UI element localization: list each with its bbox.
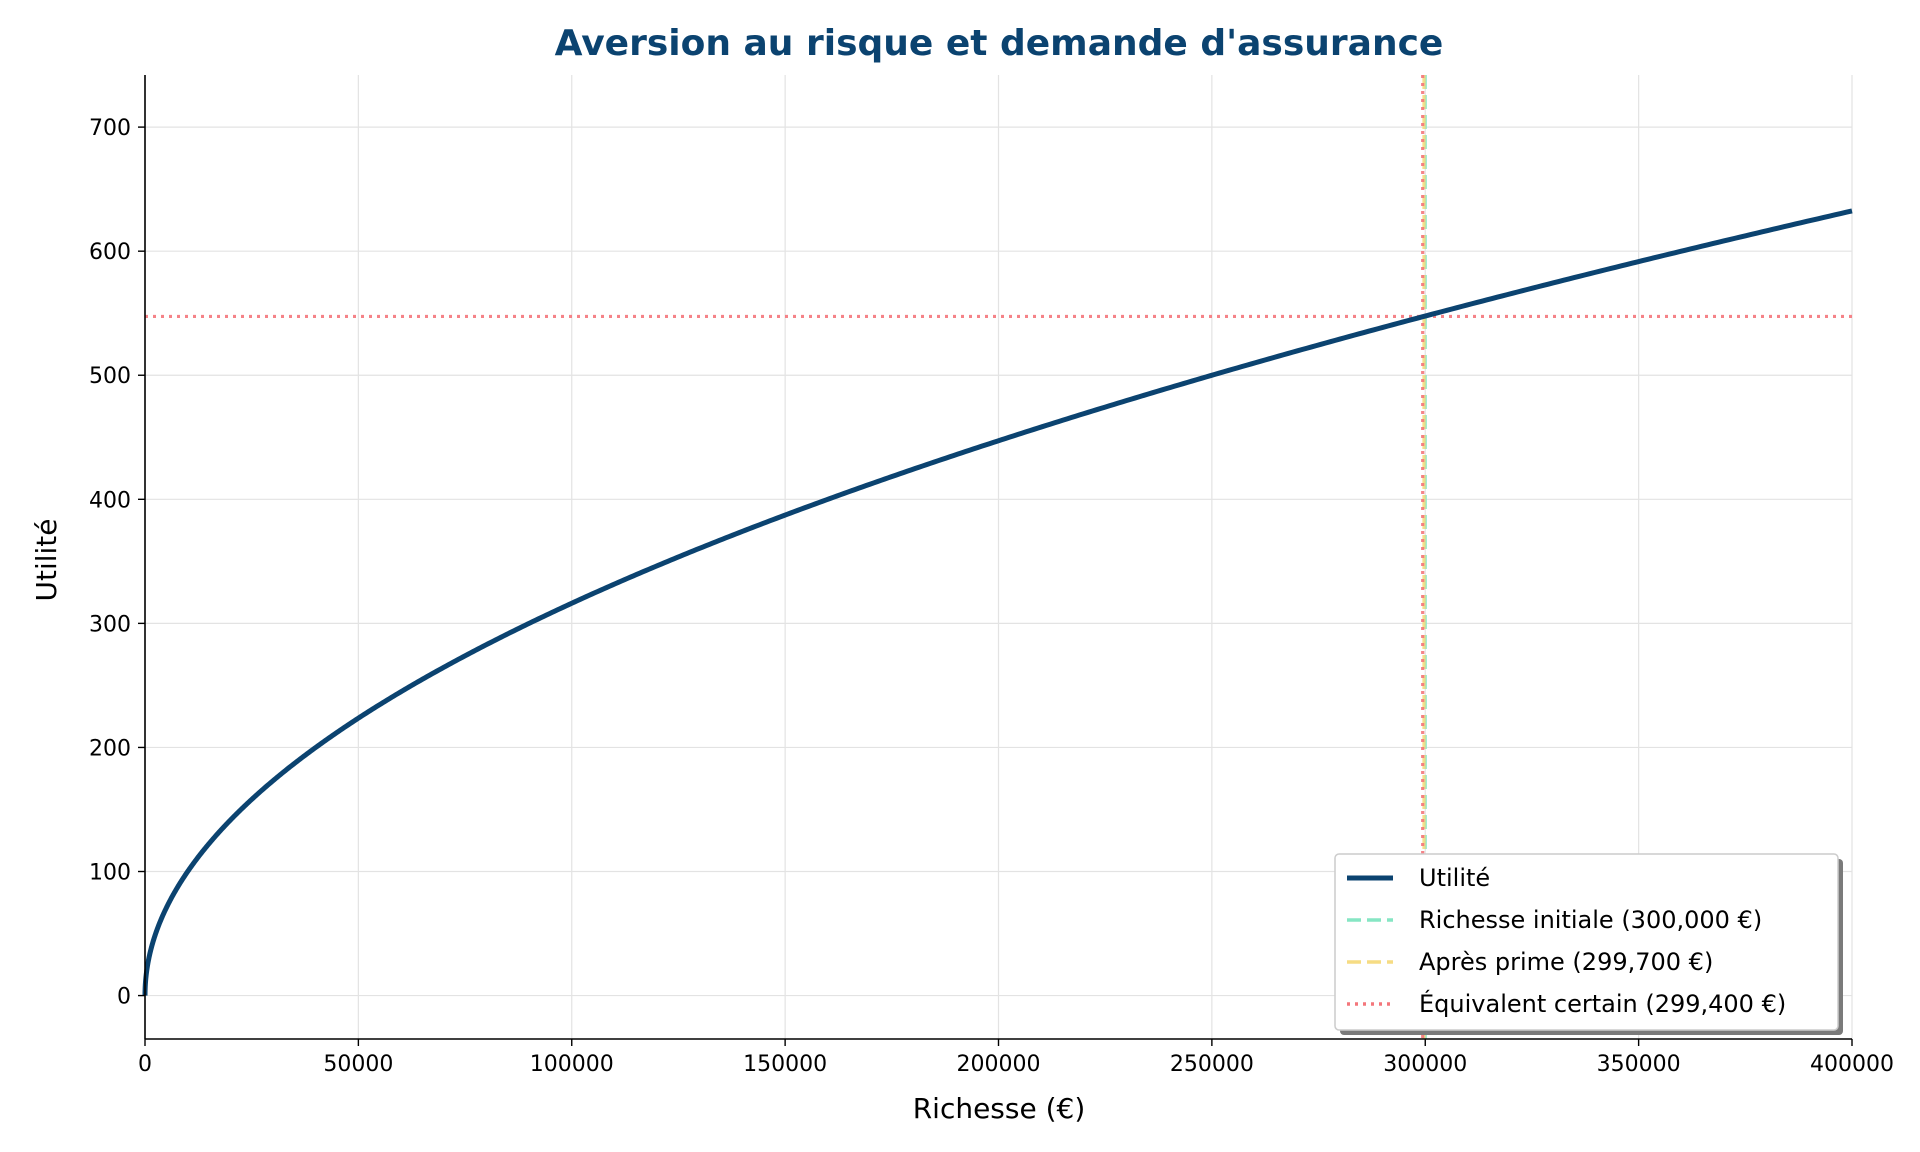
chart-container: Aversion au risque et demande d'assuranc… — [0, 0, 1920, 1152]
y-tick-label: 600 — [89, 240, 131, 265]
x-tick-label: 150000 — [743, 1052, 827, 1077]
x-axis-ticks: 0 50000 100000 150000 200000 250000 300000 3500… — [138, 1039, 1894, 1077]
chart-title: Aversion au risque et demande d'assuranc… — [555, 23, 1444, 64]
legend-label: Équivalent certain (299,400 €) — [1419, 989, 1786, 1018]
x-tick-label: 250000 — [1170, 1052, 1254, 1077]
y-tick-label: 400 — [89, 488, 131, 513]
y-tick-label: 100 — [89, 861, 131, 886]
utility-chart: Aversion au risque et demande d'assuranc… — [0, 0, 1920, 1152]
x-tick-label: 200000 — [957, 1052, 1041, 1077]
y-tick-label: 700 — [89, 116, 131, 141]
x-tick-label: 350000 — [1597, 1052, 1681, 1077]
y-tick-label: 500 — [89, 364, 131, 389]
legend-label: Richesse initiale (300,000 €) — [1419, 906, 1762, 934]
y-tick-label: 0 — [117, 985, 131, 1010]
legend-label: Après prime (299,700 €) — [1419, 948, 1713, 976]
legend-label: Utilité — [1419, 864, 1490, 892]
x-tick-label: 50000 — [323, 1052, 393, 1077]
x-tick-label: 400000 — [1810, 1052, 1894, 1077]
y-tick-label: 200 — [89, 736, 131, 761]
x-tick-label: 100000 — [530, 1052, 614, 1077]
x-tick-label: 0 — [138, 1052, 152, 1077]
y-axis-label: Utilité — [30, 518, 63, 601]
x-tick-label: 300000 — [1383, 1052, 1467, 1077]
y-axis-ticks: 0 100 200 300 400 500 600 700 — [89, 116, 145, 1009]
x-axis-label: Richesse (€) — [913, 1092, 1086, 1125]
y-tick-label: 300 — [89, 612, 131, 637]
legend: Utilité Richesse initiale (300,000 €) Aprè… — [1335, 854, 1843, 1035]
